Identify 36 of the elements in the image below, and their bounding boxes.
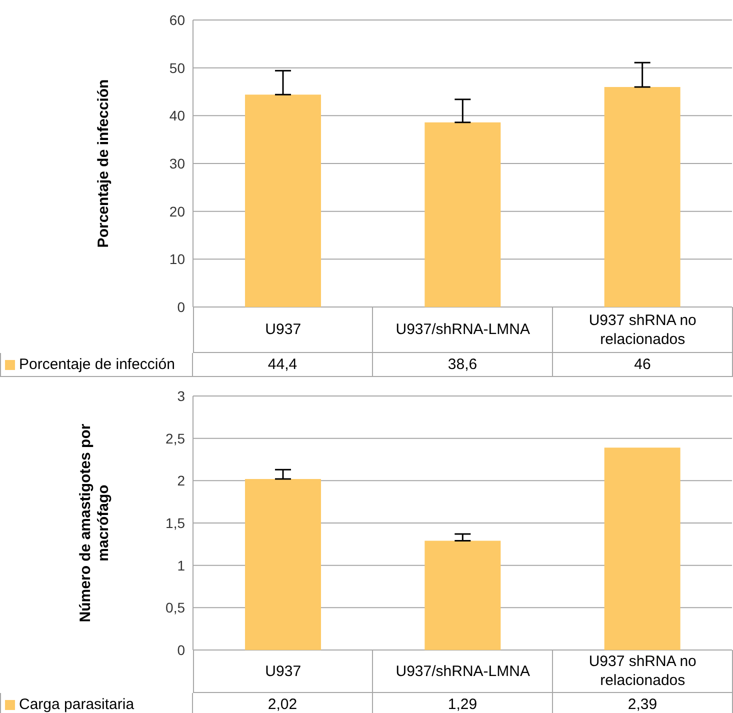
x-tick-label: U937 bbox=[194, 650, 374, 693]
x-tick-label: U937 shRNA no relacionados bbox=[553, 650, 733, 693]
data-label: 44,4 bbox=[193, 353, 373, 377]
y-tick-label: 20 bbox=[169, 203, 186, 220]
y-tick-label: 0 bbox=[177, 298, 186, 315]
data-label: 2,02 bbox=[193, 693, 373, 713]
data-label: 1,29 bbox=[373, 693, 553, 713]
data-label: 46 bbox=[553, 353, 733, 377]
y-tick-label: 40 bbox=[169, 108, 186, 124]
data-label: 2,39 bbox=[553, 693, 733, 713]
y-tick-label: 50 bbox=[169, 60, 186, 76]
y-tick-label: 1,5 bbox=[166, 514, 186, 531]
y-axis-title: Número de amastigotes por macrófago bbox=[77, 424, 112, 622]
y-tick-label: 30 bbox=[169, 155, 186, 172]
bar bbox=[424, 122, 501, 307]
y-tick-label: 0 bbox=[177, 642, 186, 658]
x-tick-label: U937 bbox=[194, 307, 374, 353]
y-tick-label: 1 bbox=[177, 557, 186, 574]
x-tick-label: U937/shRNA-LMNA bbox=[373, 650, 554, 693]
legend-label: Porcentaje de infección bbox=[19, 356, 175, 373]
x-tick-label: U937 shRNA no relacionados bbox=[553, 307, 733, 353]
y-tick-label: 3 bbox=[177, 388, 186, 404]
bar bbox=[245, 478, 321, 650]
y-tick-label: 60 bbox=[169, 12, 186, 28]
y-tick-label: 2,5 bbox=[166, 430, 186, 446]
y-tick-label: 0,5 bbox=[166, 600, 186, 616]
bar bbox=[424, 540, 501, 650]
y-tick-label: 2 bbox=[177, 472, 186, 489]
legend-label: Carga parasitaria bbox=[19, 696, 134, 713]
y-axis-title: Porcentaje de infección bbox=[95, 79, 112, 248]
y-tick-label: 10 bbox=[169, 251, 186, 268]
bar bbox=[604, 86, 680, 307]
bar bbox=[604, 448, 680, 650]
data-label: 38,6 bbox=[373, 353, 553, 377]
bar bbox=[245, 94, 321, 307]
x-tick-label: U937/shRNA-LMNA bbox=[373, 307, 554, 353]
